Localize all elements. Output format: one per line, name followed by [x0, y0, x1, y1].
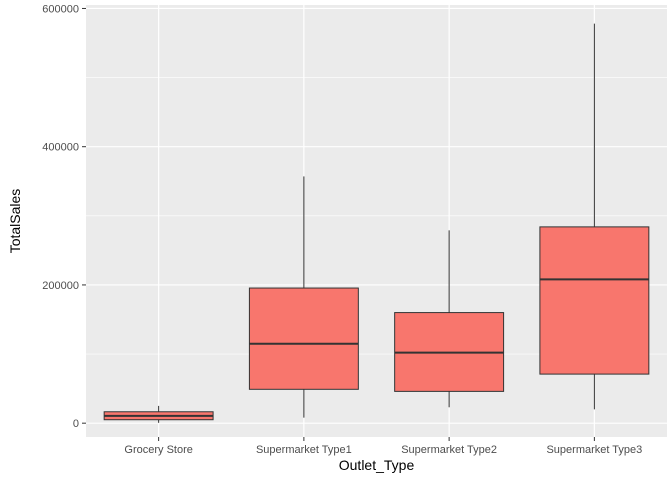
box-2 [394, 230, 505, 408]
y-axis-ticks: 0 200000 400000 600000 [42, 3, 86, 430]
x-tick-label: Supermarket Type1 [256, 444, 352, 456]
boxes [103, 23, 650, 423]
x-tick-label: Grocery Store [124, 444, 192, 456]
y-tick-label: 0 [73, 418, 79, 430]
y-tick-label: 200000 [42, 280, 79, 292]
x-axis-ticks: Grocery Store Supermarket Type1 Supermarke… [124, 437, 642, 456]
box-0 [103, 405, 214, 423]
y-tick-label: 600000 [42, 3, 79, 15]
box-iqr [539, 226, 650, 375]
y-axis-title: TotalSales [7, 189, 23, 254]
y-tick-label: 400000 [42, 142, 79, 154]
x-axis-title: Outlet_Type [339, 457, 415, 473]
box-1 [248, 176, 359, 418]
box-3 [539, 23, 650, 410]
x-tick-label: Supermarket Type2 [401, 444, 497, 456]
x-tick-label: Supermarket Type3 [546, 444, 642, 456]
box-iqr [248, 287, 359, 390]
